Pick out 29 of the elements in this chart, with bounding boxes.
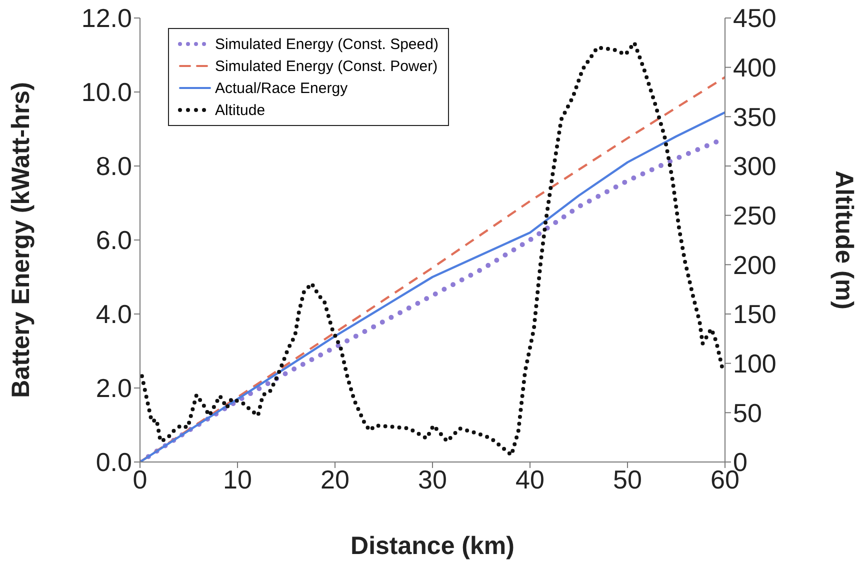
y2-tick-label: 200 <box>733 250 776 280</box>
y2-tick-label: 400 <box>733 52 776 83</box>
y-tick-label: 6.0 <box>96 225 132 256</box>
x-axis-title: Distance (km) <box>350 532 514 560</box>
y-axis-title: Battery Energy (kWatt-hrs) <box>6 82 35 398</box>
y2-tick-label: 450 <box>733 3 776 34</box>
y-tick-label: 8.0 <box>96 151 132 182</box>
x-tick-label: 30 <box>418 464 447 494</box>
y-tick-label: 10.0 <box>81 77 132 108</box>
x-tick-label: 10 <box>223 464 252 494</box>
y-tick-label: 12.0 <box>81 3 132 34</box>
legend-label: Simulated Energy (Const. Speed) <box>215 36 438 52</box>
y2-tick-label: 100 <box>733 348 776 379</box>
x-tick-label: 40 <box>516 464 544 494</box>
legend-label: Simulated Energy (Const. Power) <box>215 58 438 74</box>
y-tick-label: 0.0 <box>96 447 132 478</box>
y2-tick-label: 250 <box>733 200 776 231</box>
y2-tick-label: 350 <box>733 102 776 132</box>
y-tick-label: 2.0 <box>96 373 132 404</box>
x-tick-label: 20 <box>320 464 350 494</box>
x-tick-label: 0 <box>132 464 148 494</box>
legend-label: Actual/Race Energy <box>215 80 348 96</box>
legend-label: Altitude <box>215 102 266 118</box>
y2-tick-label: 300 <box>733 151 776 182</box>
y2-axis-title: Altitude (m) <box>830 170 858 310</box>
y2-tick-label: 50 <box>733 398 762 428</box>
y2-tick-label: 150 <box>733 299 776 330</box>
x-tick-label: 50 <box>613 464 642 494</box>
y-tick-label: 4.0 <box>96 299 132 330</box>
